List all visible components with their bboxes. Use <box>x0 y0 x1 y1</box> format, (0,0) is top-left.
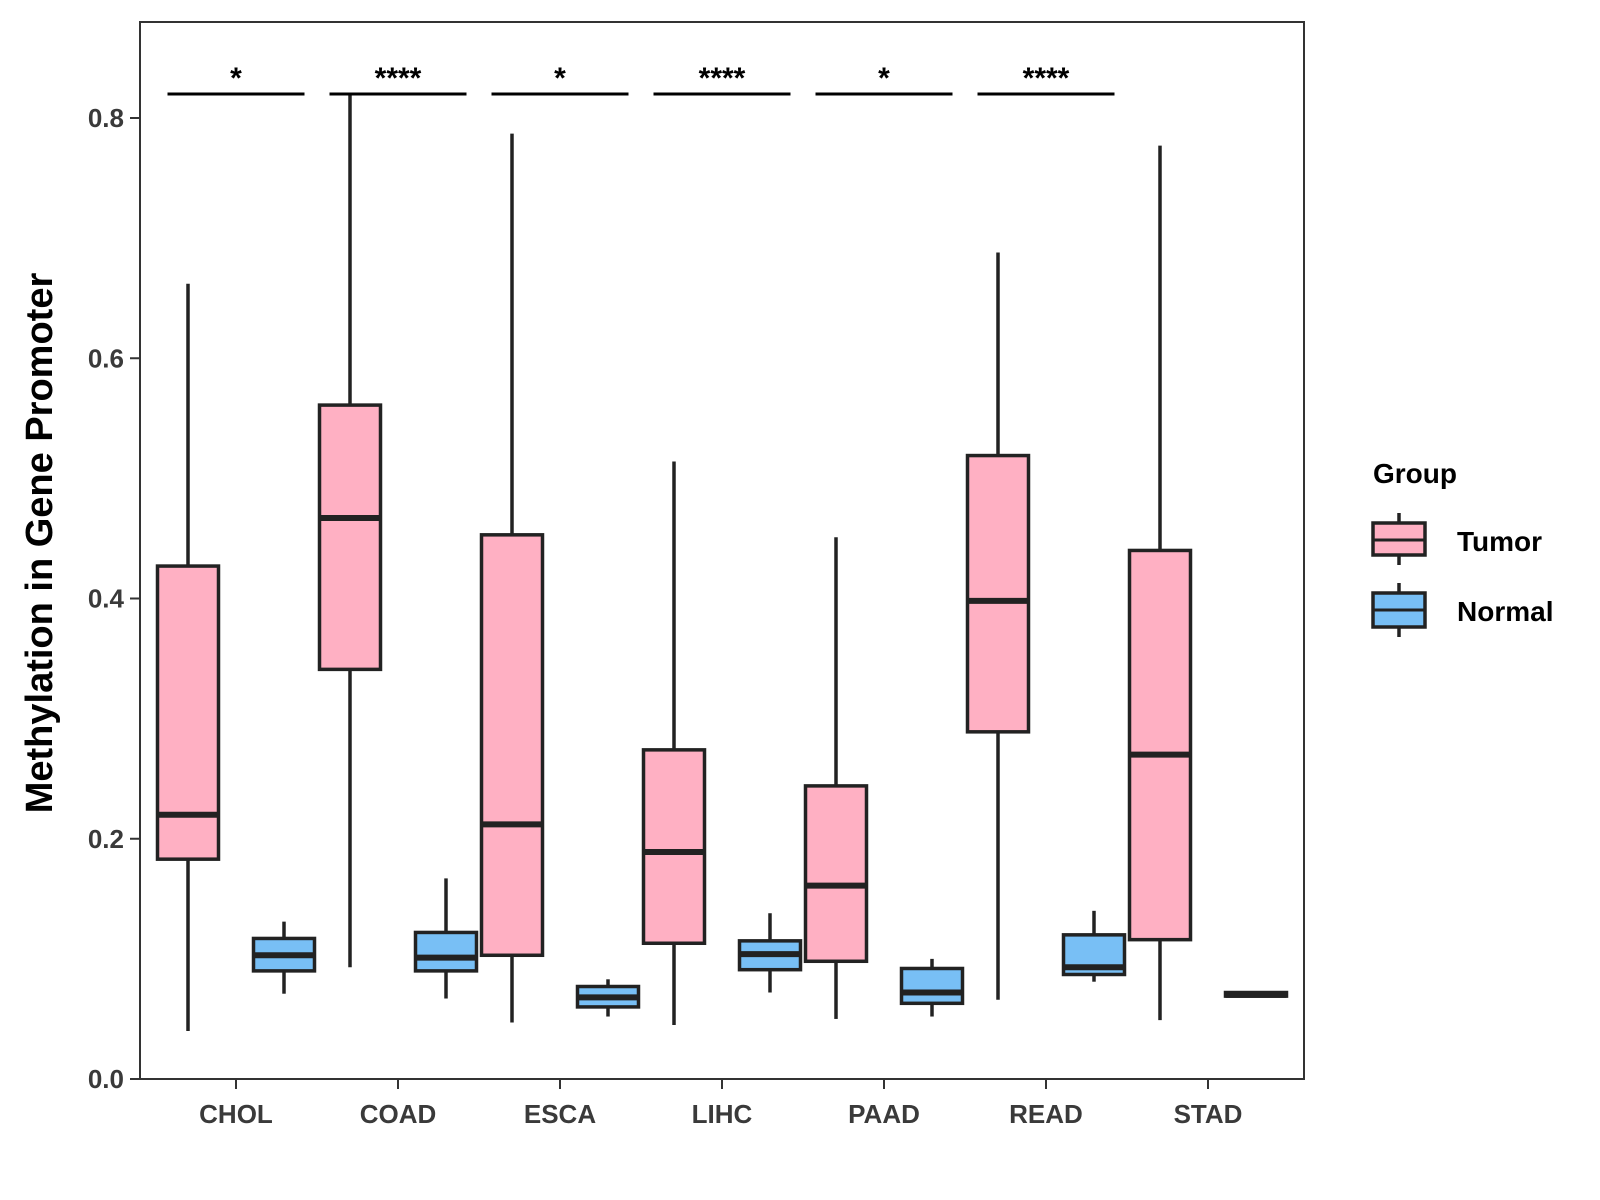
y-tick-label-0: 0.0 <box>88 1064 124 1094</box>
box-tumor-stad <box>1127 548 1193 942</box>
y-tick-label-2: 0.4 <box>88 584 125 614</box>
box-tumor-esca <box>479 533 545 958</box>
legend-label-tumor: Tumor <box>1457 526 1542 557</box>
legend: Group Tumor Normal <box>1371 458 1553 637</box>
significance-layer: * **** * **** * **** <box>167 62 1115 96</box>
x-tick-label-paad: PAAD <box>848 1099 920 1129</box>
x-tick-label-stad: STAD <box>1174 1099 1243 1129</box>
y-tick-label-3: 0.6 <box>88 343 124 373</box>
x-tick-label-chol: CHOL <box>199 1099 273 1129</box>
box-normal-paad <box>899 966 965 1006</box>
box-tumor-read <box>965 453 1031 734</box>
box-tumor-lihc <box>641 748 707 946</box>
box-tumor-chol <box>155 564 221 861</box>
legend-label-normal: Normal <box>1457 596 1553 627</box>
y-tick-label-4: 0.8 <box>88 103 124 133</box>
x-tick-label-esca: ESCA <box>524 1099 596 1129</box>
box-normal-coad <box>413 930 479 973</box>
box-tumor-paad <box>803 784 869 964</box>
significance-label-lihc: **** <box>699 62 746 95</box>
significance-label-read: **** <box>1023 62 1070 95</box>
x-tick-label-read: READ <box>1009 1099 1083 1129</box>
box-tumor-coad <box>317 403 383 672</box>
x-tick-label-coad: COAD <box>360 1099 437 1129</box>
significance-label-esca: * <box>554 62 566 95</box>
y-tick-label-1: 0.2 <box>88 824 124 854</box>
legend-title: Group <box>1373 458 1457 489</box>
significance-label-coad: **** <box>375 62 422 95</box>
significance-label-paad: * <box>878 62 890 95</box>
boxes-layer <box>155 93 1289 1031</box>
y-axis-title: Methylation in Gene Promoter <box>19 273 61 814</box>
significance-label-chol: * <box>230 62 242 95</box>
x-tick-label-lihc: LIHC <box>692 1099 753 1129</box>
axes-layer: 0.0 0.2 0.4 0.6 0.8 CHOL COAD ESCA LIHC PAAD READ S… <box>88 21 1305 1129</box>
